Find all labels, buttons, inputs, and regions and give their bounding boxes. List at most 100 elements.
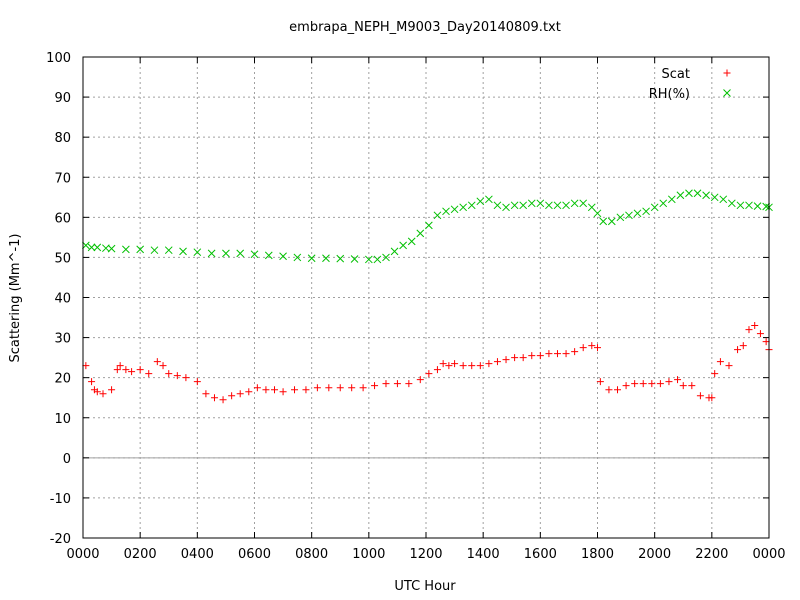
data-point [485, 360, 493, 368]
data-point [407, 237, 416, 246]
data-point [502, 203, 510, 212]
data-point [250, 250, 259, 259]
data-point [476, 362, 484, 370]
x-tick-label: 0800 [295, 547, 328, 562]
data-point [416, 229, 425, 238]
x-tick-label: 0600 [238, 547, 271, 562]
data-point [399, 241, 407, 250]
data-point [665, 378, 673, 386]
data-point [136, 245, 145, 254]
x-tick-label: 1800 [581, 547, 614, 562]
data-point [511, 354, 519, 362]
data-point [262, 386, 270, 394]
data-point [279, 252, 287, 261]
chart-title: embrapa_NEPH_M9003_Day20140809.txt [289, 20, 561, 35]
data-point [579, 199, 588, 208]
data-point [116, 362, 124, 370]
x-tick-label: 1400 [467, 547, 500, 562]
data-point [322, 254, 330, 263]
data-point [313, 384, 321, 392]
axis-ticks: 0000 0200 0400 0600 0800 1000 1200 1400 1600 1800… [46, 51, 785, 562]
data-point [450, 205, 459, 214]
data-point [762, 202, 770, 211]
data-point [762, 338, 770, 346]
data-point [553, 350, 561, 358]
data-point [145, 370, 153, 378]
data-point [179, 247, 187, 256]
x-tick-label: 1600 [524, 547, 557, 562]
x-tick-label: 0400 [181, 547, 214, 562]
data-point [245, 388, 253, 396]
data-point [725, 362, 733, 370]
data-point [599, 217, 608, 226]
data-point [82, 241, 90, 250]
data-point [562, 350, 570, 358]
data-point [587, 203, 596, 212]
data-point [674, 376, 682, 384]
x-tick-label: 0200 [124, 547, 157, 562]
data-point [82, 362, 90, 370]
data-point [622, 382, 630, 390]
data-point [493, 201, 502, 210]
data-point [253, 384, 261, 392]
data-point [633, 209, 642, 218]
data-point [745, 201, 753, 210]
data-point [433, 211, 442, 220]
data-point [459, 362, 467, 370]
data-point [625, 211, 633, 220]
data-point [202, 390, 210, 398]
data-point [467, 201, 476, 210]
data-point [159, 362, 167, 370]
legend-label: Scat [662, 67, 690, 82]
x-tick-label: 0000 [752, 547, 785, 562]
y-tick-label: 90 [54, 91, 71, 106]
data-point [493, 358, 501, 366]
data-point [614, 386, 622, 394]
data-point [93, 243, 102, 252]
data-point [656, 380, 664, 388]
data-point [416, 376, 424, 384]
data-point [382, 380, 390, 388]
data-point [150, 246, 159, 255]
data-point [425, 370, 433, 378]
data-point [751, 322, 759, 330]
y-tick-label: 100 [46, 51, 71, 66]
data-point [696, 392, 704, 400]
data-point [745, 326, 753, 334]
y-tick-label: -10 [50, 492, 71, 507]
data-point [210, 394, 218, 402]
data-point [756, 330, 764, 338]
data-point [727, 199, 736, 208]
data-point [510, 201, 519, 210]
data-point [425, 221, 433, 230]
y-tick-label: 60 [54, 211, 71, 226]
data-point [468, 362, 476, 370]
data-point [593, 209, 602, 218]
data-point [676, 191, 685, 200]
y-axis-label: Scattering (Mm^-1) [8, 233, 23, 362]
data-point [736, 201, 745, 210]
data-point [588, 342, 596, 350]
legend-marker [723, 89, 731, 97]
legend-marker [723, 69, 731, 77]
data-point [113, 366, 121, 374]
data-point [173, 372, 181, 380]
data-point [236, 390, 244, 398]
data-point [650, 203, 659, 212]
data-point [193, 248, 202, 257]
data-point [571, 348, 579, 356]
data-point [99, 390, 107, 398]
data-point [553, 201, 562, 210]
data-point [562, 201, 570, 210]
data-point [685, 189, 693, 198]
data-point [579, 344, 587, 352]
y-tick-label: 20 [54, 372, 71, 387]
y-tick-label: 30 [54, 332, 71, 347]
data-point [702, 191, 710, 200]
data-point [667, 195, 676, 204]
data-point [153, 358, 161, 366]
data-point [639, 380, 647, 388]
data-point [382, 253, 390, 262]
data-point [264, 251, 273, 260]
data-point [122, 366, 130, 374]
